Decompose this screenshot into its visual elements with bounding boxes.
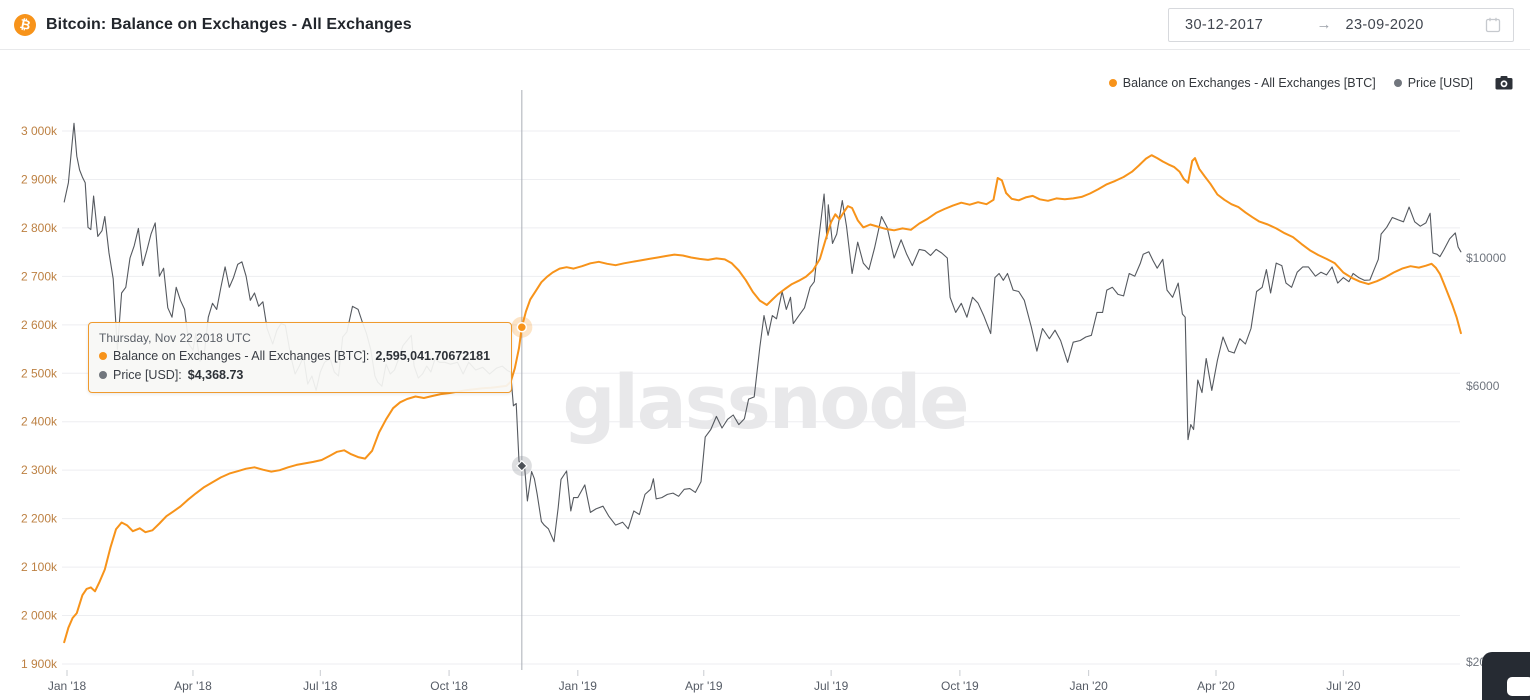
y-left-tick-label: 2 000k bbox=[21, 609, 58, 623]
y-left-tick-label: 2 900k bbox=[21, 172, 58, 186]
y-left-tick-label: 2 800k bbox=[21, 221, 58, 235]
y-left-tick-label: 2 200k bbox=[21, 512, 58, 526]
x-tick-label: Apr '20 bbox=[1197, 679, 1235, 693]
x-tick-label: Jan '18 bbox=[48, 679, 87, 693]
tooltip-balance-label: Balance on Exchanges - All Exchanges [BT… bbox=[113, 349, 370, 363]
tooltip-date: Thursday, Nov 22 2018 UTC bbox=[99, 331, 251, 345]
page-title: Bitcoin: Balance on Exchanges - All Exch… bbox=[46, 15, 412, 33]
gridlines bbox=[62, 130, 1460, 665]
x-tick-label: Oct '18 bbox=[430, 679, 468, 693]
x-axis-labels: Jan '18 Apr '18 Jul '18 Oct '18 Jan '19 Apr '… bbox=[48, 670, 1361, 693]
x-tick-label: Jan '20 bbox=[1069, 679, 1108, 693]
y-left-tick-label: 2 300k bbox=[21, 463, 58, 477]
balance-series-dot-icon bbox=[99, 352, 107, 361]
x-tick-label: Jul '20 bbox=[1326, 679, 1361, 693]
price-marker-point bbox=[515, 460, 528, 472]
y-left-tick-label: 2 100k bbox=[21, 560, 58, 574]
y-right-tick-label: $10000 bbox=[1466, 251, 1506, 265]
tooltip-price-value: $4,368.73 bbox=[187, 367, 244, 382]
glassnode-watermark: glassnode bbox=[562, 360, 967, 446]
tooltip-row-price: Price [USD]: $4,368.73 bbox=[99, 366, 501, 385]
x-tick-label: Apr '19 bbox=[685, 679, 723, 693]
legend-label-price: Price [USD] bbox=[1407, 76, 1473, 90]
date-range-picker[interactable]: 30-12-2017 → 23-09-2020 bbox=[1168, 7, 1514, 42]
range-arrow-icon: → bbox=[1316, 16, 1332, 33]
balance-series-dot-icon bbox=[1108, 79, 1117, 87]
price-series-line[interactable] bbox=[63, 122, 1462, 543]
bitcoin-icon: ₿ bbox=[14, 13, 36, 36]
y-left-tick-label: 2 700k bbox=[21, 269, 58, 283]
x-tick-label: Jul '18 bbox=[303, 679, 338, 693]
y-right-tick-label: $6000 bbox=[1466, 379, 1500, 393]
y-left-tick-label: 1 900k bbox=[21, 657, 58, 671]
y-axis-left-labels: 1 900k 2 000k 2 100k 2 200k 2 300k 2 400k 2 50… bbox=[21, 124, 58, 671]
price-series-dot-icon bbox=[1393, 79, 1402, 87]
tooltip-balance-value: 2,595,041.70672181 bbox=[375, 349, 491, 363]
y-left-tick-label: 2 500k bbox=[21, 366, 58, 380]
y-left-tick-label: 2 400k bbox=[21, 415, 58, 429]
chart-tooltip: Thursday, Nov 22 2018 UTC Balance on Exc… bbox=[88, 322, 512, 393]
legend-label-balance: Balance on Exchanges - All Exchanges [BT… bbox=[1122, 76, 1376, 90]
balance-series-line[interactable] bbox=[63, 154, 1462, 644]
screenshot-camera-button[interactable] bbox=[1495, 76, 1513, 90]
chart-plot-area[interactable]: 1 900k 2 000k 2 100k 2 200k 2 300k 2 400k 2 50… bbox=[0, 50, 1530, 700]
x-tick-label: Jan '19 bbox=[559, 679, 598, 693]
calendar-icon[interactable] bbox=[1485, 17, 1501, 33]
y-left-tick-label: 3 000k bbox=[21, 124, 58, 138]
x-tick-label: Oct '19 bbox=[941, 679, 979, 693]
y-left-tick-label: 2 600k bbox=[21, 318, 58, 332]
x-tick-label: Jul '19 bbox=[814, 679, 849, 693]
date-start-input[interactable]: 30-12-2017 bbox=[1185, 16, 1264, 33]
x-tick-label: Apr '18 bbox=[174, 679, 212, 693]
header-bar: ₿ Bitcoin: Balance on Exchanges - All Ex… bbox=[0, 0, 1530, 50]
legend-item-price[interactable]: Price [USD] bbox=[1393, 76, 1473, 90]
date-end-input[interactable]: 23-09-2020 bbox=[1345, 16, 1424, 33]
chart-legend: Balance on Exchanges - All Exchanges [BT… bbox=[1108, 76, 1513, 90]
tooltip-price-label: Price [USD]: bbox=[113, 367, 182, 382]
chat-widget-button[interactable] bbox=[1482, 652, 1530, 700]
chat-bubble-icon bbox=[1507, 677, 1530, 696]
tooltip-row-balance: Balance on Exchanges - All Exchanges [BT… bbox=[99, 347, 501, 366]
balance-marker-point bbox=[516, 321, 528, 333]
price-series-dot-icon bbox=[99, 371, 107, 380]
legend-item-balance[interactable]: Balance on Exchanges - All Exchanges [BT… bbox=[1108, 76, 1376, 90]
